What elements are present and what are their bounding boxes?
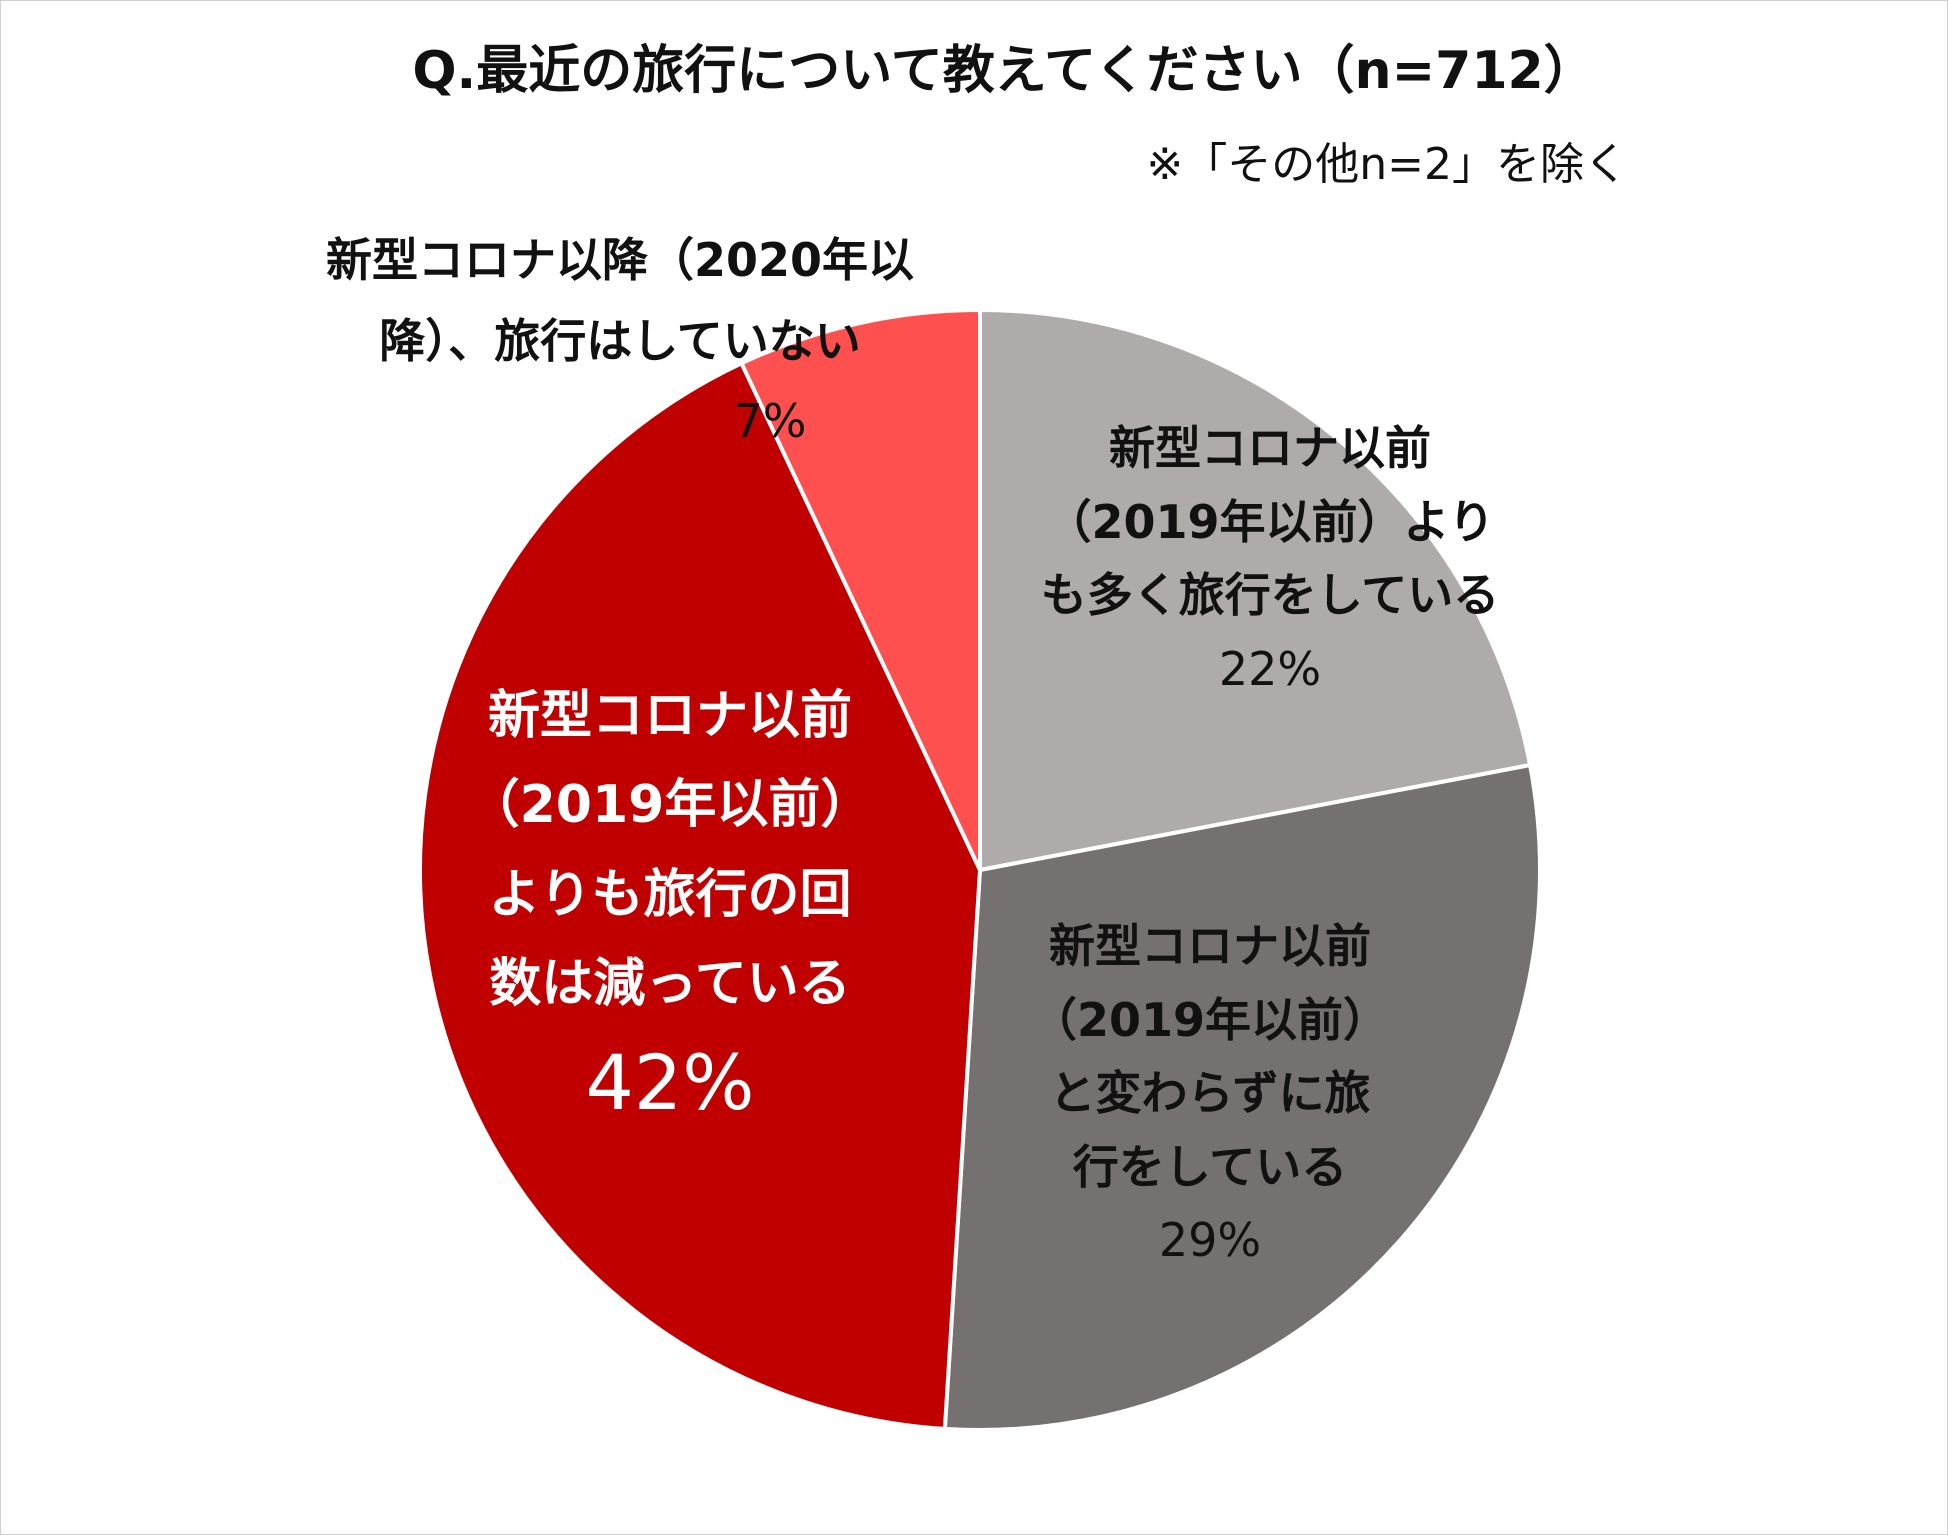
slice-label-line: 新型コロナ以前 [1109,421,1431,475]
chart-note: ※「その他n=2」を除く [1146,139,1628,190]
slice-value-label: 42% [585,1037,755,1127]
slice-label-line: も多く旅行をしている [1040,568,1500,623]
slice-label-less-travel: 新型コロナ以前 （2019年以前） よりも旅行の回 数は減っている 42% [420,672,920,1136]
slice-label-same-travel: 新型コロナ以前 （2019年以前） と変わらずに旅 行をしている 29% [960,910,1460,1278]
slice-label-line: 行をしている [1072,1139,1348,1194]
slice-label-line: よりも旅行の回 [488,864,852,925]
pie-slice-1 [942,762,1542,1432]
pie-slice-3 [738,307,982,871]
slice-label-line: 数は減っている [489,954,851,1015]
slice-value-label: 7% [733,394,807,448]
pie-slice-0 [978,307,1533,873]
slice-label-line: 新型コロナ以降（2020年以 [325,233,915,287]
slice-label-no-travel: 新型コロナ以降（2020年以 降）、旅行はしていない 7% [270,220,970,462]
slice-label-line: と変わらずに旅 [1049,1066,1371,1121]
slice-label-line: 降）、旅行はしていない [379,313,861,368]
chart-title: Q.最近の旅行について教えてください（n=712） [412,41,1596,101]
slice-label-line: 新型コロナ以前 [487,686,852,746]
slice-label-more-travel: 新型コロナ以前 （2019年以前）より も多く旅行をしている 22% [980,412,1560,706]
slice-label-line: （2019年以前） [1030,992,1390,1047]
slice-value-label: 22% [1218,641,1322,696]
slice-value-label: 29% [1158,1213,1262,1268]
slice-label-line: （2019年以前）より [1045,494,1495,549]
slice-label-line: 新型コロナ以前 [1049,919,1371,973]
slice-label-line: （2019年以前） [467,775,873,836]
pie-slice-2 [417,360,983,1432]
